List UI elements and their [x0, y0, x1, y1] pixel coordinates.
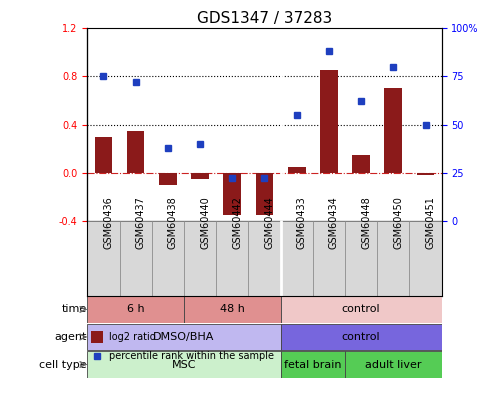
Text: GSM60433: GSM60433 [297, 196, 307, 249]
Bar [384, 88, 402, 173]
Bar [95, 136, 112, 173]
Bar [280, 221, 313, 296]
Bar [159, 173, 177, 185]
Bar [127, 130, 145, 173]
Bar [417, 173, 434, 175]
Bar [313, 221, 345, 296]
Title: GDS1347 / 37283: GDS1347 / 37283 [197, 11, 332, 26]
Bar [352, 155, 370, 173]
Text: GSM60450: GSM60450 [393, 196, 403, 249]
Text: time: time [61, 305, 87, 314]
Text: GSM60436: GSM60436 [103, 196, 113, 249]
Text: GSM60440: GSM60440 [200, 196, 210, 249]
Text: agent: agent [54, 332, 87, 342]
Text: fetal brain: fetal brain [284, 360, 341, 369]
Bar [320, 70, 338, 173]
Bar [184, 296, 280, 323]
Text: 48 h: 48 h [220, 305, 245, 314]
Bar [152, 221, 184, 296]
Bar [249, 221, 280, 296]
Text: log2 ratio: log2 ratio [109, 332, 155, 342]
Text: percentile rank within the sample: percentile rank within the sample [109, 351, 273, 361]
Bar [377, 221, 409, 296]
Bar [345, 351, 442, 378]
Bar [288, 166, 305, 173]
Text: MSC: MSC [172, 360, 196, 369]
Text: GSM60437: GSM60437 [136, 196, 146, 249]
Bar [280, 324, 442, 350]
Bar [87, 324, 280, 350]
Text: control: control [342, 305, 380, 314]
Bar [216, 221, 249, 296]
Text: DMSO/BHA: DMSO/BHA [153, 332, 215, 342]
Text: control: control [342, 332, 380, 342]
Text: GSM60451: GSM60451 [426, 196, 436, 249]
Bar [280, 351, 345, 378]
Text: GSM60438: GSM60438 [168, 196, 178, 249]
Bar [280, 296, 442, 323]
Text: GSM60448: GSM60448 [361, 196, 371, 249]
Text: GSM60444: GSM60444 [264, 196, 274, 249]
Bar [184, 221, 216, 296]
Text: GSM60442: GSM60442 [232, 196, 242, 249]
Bar [120, 221, 152, 296]
Bar [87, 296, 184, 323]
Bar [409, 221, 442, 296]
Bar [91, 331, 103, 343]
Text: GSM60434: GSM60434 [329, 196, 339, 249]
Bar [224, 173, 241, 215]
Text: 6 h: 6 h [127, 305, 144, 314]
Bar [87, 221, 120, 296]
Text: adult liver: adult liver [365, 360, 422, 369]
Bar [255, 173, 273, 215]
Text: cell type: cell type [39, 360, 87, 369]
Bar [87, 351, 280, 378]
Bar [191, 173, 209, 179]
Bar [345, 221, 377, 296]
